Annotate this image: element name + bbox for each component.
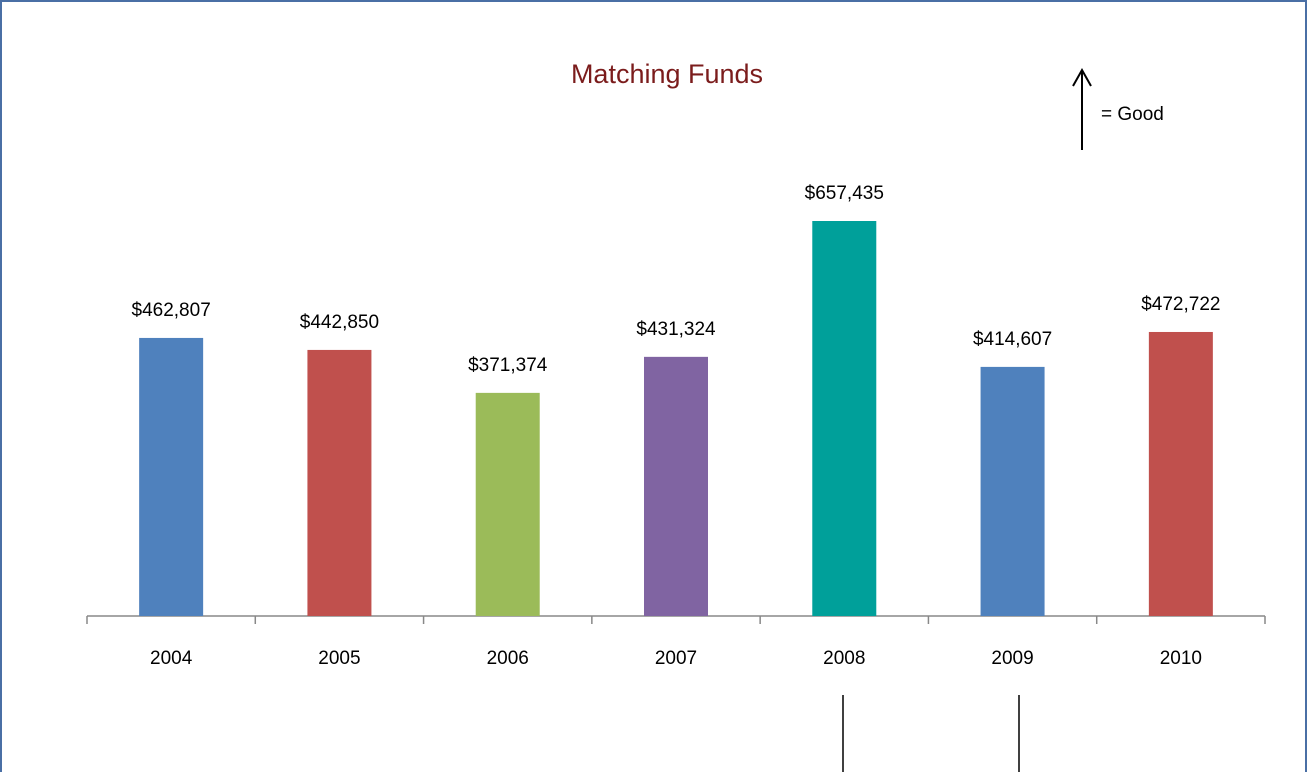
bar [475, 392, 540, 616]
x-tick-label: 2005 [318, 648, 360, 669]
x-tick-label: 2008 [823, 648, 865, 669]
annotation: = Good [1101, 104, 1164, 125]
x-tick-label: 2007 [655, 648, 697, 669]
bar [307, 349, 372, 616]
chart-title: Matching Funds [571, 59, 763, 89]
x-tick-label: 2010 [1160, 648, 1202, 669]
data-label: $657,435 [805, 183, 884, 204]
bar [644, 356, 708, 616]
x-tick-label: 2004 [150, 648, 193, 669]
x-tick-label: 2006 [487, 648, 529, 669]
data-label: $462,807 [132, 300, 211, 321]
data-label: $414,607 [973, 329, 1052, 350]
data-label: $472,722 [1141, 294, 1220, 315]
bar [1148, 331, 1213, 616]
arrow-head [1072, 67, 1092, 87]
bar [812, 221, 877, 616]
data-label: $431,324 [636, 319, 716, 340]
bar [980, 366, 1045, 616]
data-label: $442,850 [300, 312, 379, 333]
bar [139, 337, 204, 616]
x-tick-label: 2009 [991, 648, 1033, 669]
data-label: $371,374 [468, 355, 548, 376]
